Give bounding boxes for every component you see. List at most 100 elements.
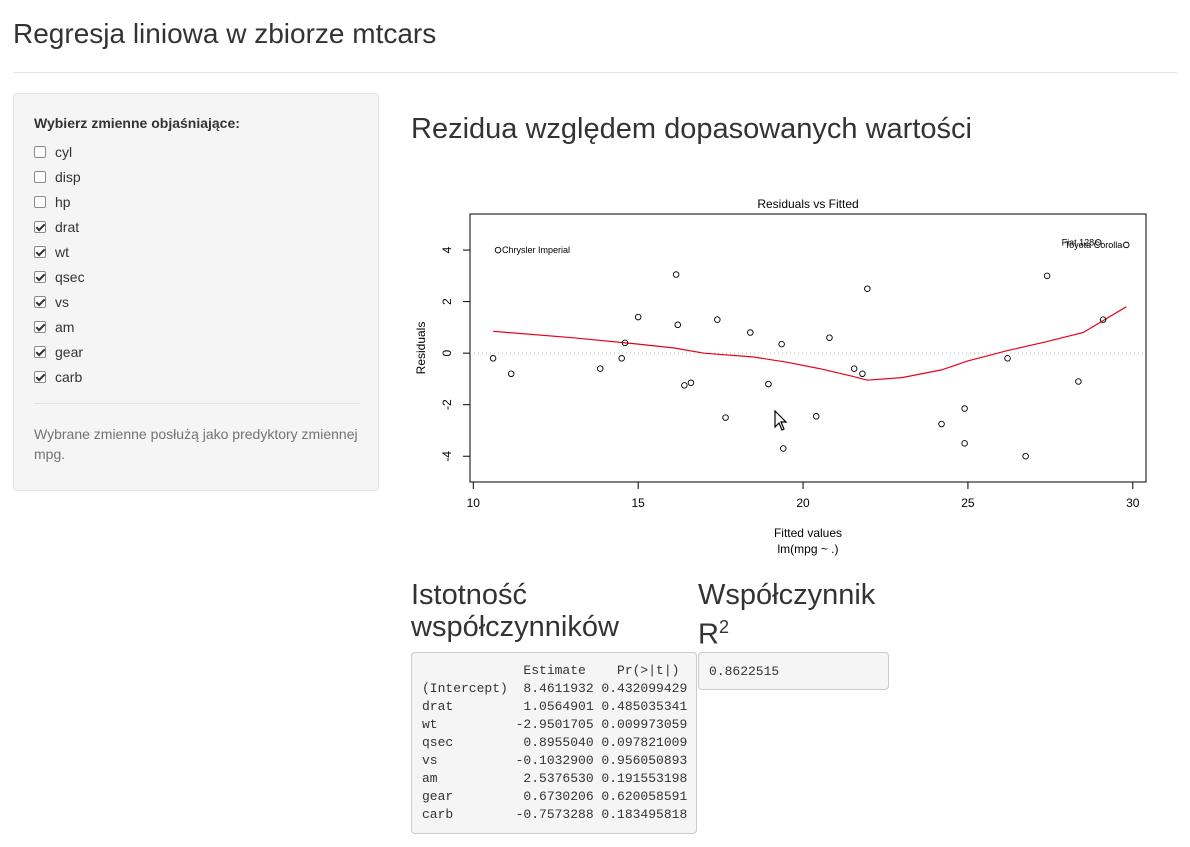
coef-line: (Intercept) 8.4611932 0.432099429 (422, 681, 688, 696)
checkbox-box[interactable] (34, 145, 46, 158)
checkbox-am[interactable]: am (34, 314, 85, 339)
checkbox-carb[interactable]: carb (34, 364, 85, 389)
data-point (1043, 272, 1051, 280)
x-tick-label: 20 (796, 496, 810, 510)
checkbox-box[interactable] (34, 270, 46, 283)
checkbox-hp[interactable]: hp (34, 189, 85, 214)
data-point (938, 420, 945, 428)
checkbox-gear[interactable]: gear (34, 339, 85, 364)
data-point (1122, 241, 1130, 249)
checkbox-label: gear (55, 343, 84, 360)
checkbox-qsec[interactable]: qsec (34, 264, 85, 289)
data-point (634, 313, 642, 321)
checkbox-label: vs (55, 293, 69, 310)
checkbox-box[interactable] (34, 195, 46, 208)
data-point (859, 370, 866, 378)
predictors-label: Wybierz zmienne objaśniające: (34, 115, 240, 131)
x-tick-label: 15 (631, 496, 645, 510)
residuals-vs-fitted-plot: Residuals vs Fitted Fitted values lm(mpg ~… (414, 197, 1147, 556)
checkbox-label: carb (55, 368, 83, 385)
data-point (850, 365, 858, 372)
data-point (618, 355, 625, 362)
checkbox-label: qsec (55, 268, 85, 285)
chart-title: Residuals vs Fitted (757, 197, 858, 211)
checkbox-label: hp (55, 193, 71, 210)
point-label: Fiat 128 (1062, 237, 1095, 247)
coef-heading: Istotność współczynników (411, 579, 619, 643)
checkbox-disp[interactable]: disp (34, 164, 85, 189)
sidebar-panel: Wybierz zmienne objaśniające: cyl disp hp d… (13, 93, 379, 491)
data-point (961, 440, 968, 447)
checkbox-label: am (55, 318, 75, 335)
coef-line: qsec 0.8955040 0.097821009 (422, 735, 688, 750)
coef-line: carb -0.7573288 0.183495818 (422, 807, 688, 822)
y-tick-label: 4 (440, 246, 454, 253)
x-tick-label: 25 (961, 496, 975, 510)
plot-frame (469, 213, 1147, 483)
data-point (722, 414, 729, 421)
data-point (826, 334, 833, 341)
data-point (1094, 239, 1102, 246)
data-point (778, 340, 785, 348)
plot-heading: Rezidua względem dopasowanych wartości (411, 113, 972, 145)
data-point (597, 365, 604, 372)
data-point (765, 380, 772, 388)
y-axis-label: Residuals (414, 322, 428, 375)
smooth-line (493, 306, 1127, 381)
y-tick-label: -4 (440, 451, 454, 462)
coef-line: gear 0.6730206 0.620058591 (422, 789, 688, 804)
r2-heading-text: Współczynnik R (698, 579, 876, 651)
data-point (714, 316, 721, 323)
x-axis-sublabel: lm(mpg ~ .) (777, 542, 838, 556)
help-text: Wybrane zmienne posłużą jako predyktory … (34, 426, 358, 462)
checkbox-drat[interactable]: drat (34, 214, 85, 239)
data-point (864, 285, 871, 292)
data-point (780, 445, 787, 452)
predictor-checkbox-group: cyl disp hp drat wt qsec vs am gear carb (34, 139, 85, 389)
checkbox-label: cyl (55, 143, 73, 160)
sidebar-divider (34, 403, 360, 404)
r2-heading-sup: 2 (718, 617, 729, 637)
coef-line: wt -2.9501705 0.009973059 (422, 717, 688, 732)
data-point (494, 246, 502, 254)
data-point (687, 379, 695, 387)
checkbox-box[interactable] (34, 170, 46, 183)
page-title: Regresja liniowa w zbiorze mtcars (13, 18, 437, 49)
data-point (812, 413, 820, 420)
checkbox-box[interactable] (34, 220, 46, 233)
data-point (507, 370, 515, 378)
r2-value-output: 0.8622515 (698, 652, 889, 690)
x-tick-label: 30 (1126, 496, 1140, 510)
checkbox-label: drat (55, 218, 80, 235)
coef-line: Estimate Pr(>|t|) (422, 663, 680, 678)
checkbox-box[interactable] (34, 370, 46, 383)
data-point (621, 339, 629, 347)
coef-line: vs -0.1032900 0.956050893 (422, 753, 688, 768)
checkbox-label: wt (55, 243, 69, 260)
x-tick-label: 10 (467, 496, 481, 510)
y-tick-label: 0 (440, 349, 454, 356)
r2-heading: Współczynnik R2 (698, 579, 898, 651)
y-tick-label: -2 (440, 399, 454, 410)
data-point (747, 329, 754, 336)
checkbox-box[interactable] (34, 245, 46, 258)
data-point (1099, 316, 1107, 323)
title-divider (13, 72, 1177, 73)
data-point (681, 382, 688, 389)
point-label: Chrysler Imperial (502, 245, 570, 255)
data-point (961, 405, 968, 412)
coef-line: am 2.5376530 0.191553198 (422, 771, 688, 786)
checkbox-cyl[interactable]: cyl (34, 139, 85, 164)
coef-line: drat 1.0564901 0.485035341 (422, 699, 688, 714)
checkbox-box[interactable] (34, 320, 46, 333)
mouse-pointer-icon (774, 410, 788, 431)
data-point (489, 355, 497, 362)
checkbox-box[interactable] (34, 345, 46, 358)
checkbox-vs[interactable]: vs (34, 289, 85, 314)
data-point (672, 271, 680, 278)
checkbox-box[interactable] (34, 295, 46, 308)
coefficients-table-output: Estimate Pr(>|t|) (Intercept) 8.4611932 … (411, 652, 697, 834)
y-tick-label: 2 (440, 298, 454, 305)
checkbox-wt[interactable]: wt (34, 239, 85, 264)
point-label: Toyota Corolla (1065, 240, 1123, 250)
